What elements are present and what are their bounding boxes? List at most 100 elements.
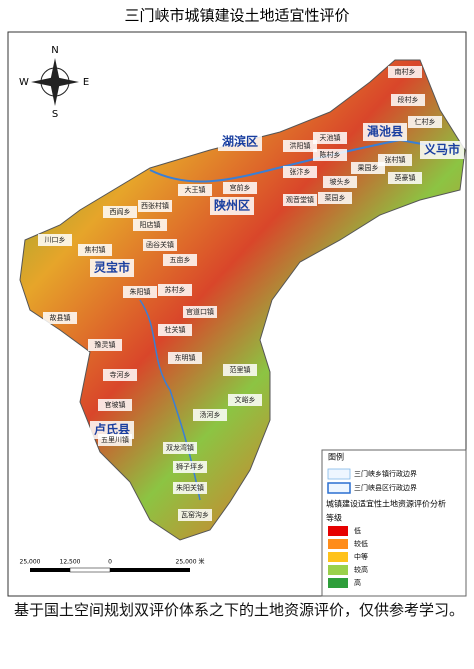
town-label: 张汴乡	[290, 167, 311, 176]
town-label: 苏村乡	[165, 285, 186, 294]
legend-swatch	[328, 565, 348, 575]
town-label-bg	[38, 234, 72, 246]
district-label: 渑池县	[367, 124, 403, 139]
town-label-bg	[408, 116, 442, 128]
town-label: 瓦窑沟乡	[181, 510, 209, 519]
town-label-bg	[351, 162, 385, 174]
town-label-bg	[163, 442, 197, 454]
district-label: 义马市	[423, 142, 460, 157]
town-label: 狮子坪乡	[176, 463, 204, 471]
town-label: 仁村乡	[415, 117, 436, 126]
town-label-bg	[143, 239, 177, 251]
town-label: 五里川镇	[101, 435, 129, 444]
scale-label: 12,500	[60, 559, 81, 566]
scale-label: 25,000 米	[176, 558, 205, 566]
district-label-bg	[90, 259, 134, 277]
caption: 基于国土空间规划双评价体系之下的土地资源评价，仅供参考学习。	[14, 601, 465, 619]
town-label-bg	[323, 176, 357, 188]
legend-label: 三门峡乡镇行政边界	[354, 469, 417, 478]
town-label: 坡头乡	[330, 177, 351, 186]
town-label-bg	[313, 149, 347, 161]
district-label-bg	[218, 133, 262, 151]
scale-label: 0	[108, 559, 112, 566]
town-label-bg	[98, 399, 132, 411]
legend-swatch	[328, 552, 348, 562]
title: 三门峡市城镇建设土地适宜性评价	[124, 7, 349, 25]
map: 三门峡市城镇建设土地适宜性评价 N S E W 图例 三门峡乡镇行政边界三门峡县…	[7, 7, 467, 597]
town-label: 西阎乡	[110, 207, 131, 216]
district-label-bg	[363, 123, 407, 141]
legend-grade-title: 等级	[326, 513, 342, 523]
district-label: 陕州区	[214, 198, 250, 213]
town-label-bg	[388, 66, 422, 78]
town-label: 英豪镇	[395, 173, 416, 182]
town-label: 函谷关镇	[146, 240, 174, 249]
legend-label: 中等	[354, 552, 368, 561]
legend-label: 高	[354, 578, 361, 587]
town-label: 五亩乡	[170, 255, 191, 264]
town-label: 观音堂镇	[286, 195, 314, 204]
town-label-bg	[391, 94, 425, 106]
legend-swatch	[327, 468, 351, 480]
town-label-bg	[98, 434, 132, 446]
town-label-bg	[223, 182, 257, 194]
town-label-bg	[313, 132, 347, 144]
town-label: 汤河乡	[200, 410, 221, 419]
legend-label: 较高	[354, 565, 368, 574]
district-label: 卢氏县	[94, 422, 130, 437]
town-label: 西张村镇	[141, 201, 169, 210]
district-label: 灵宝市	[94, 260, 130, 275]
town-label: 范里镇	[230, 365, 251, 374]
town-label-bg	[78, 244, 112, 256]
town-label-bg	[193, 409, 227, 421]
town-label: 官道口镇	[186, 307, 214, 316]
town-label: 张村镇	[385, 155, 406, 164]
town-label: 故县镇	[50, 313, 71, 322]
town-label-bg	[158, 324, 192, 336]
town-label: 陈村乡	[320, 150, 341, 159]
town-label: 寺河乡	[110, 371, 131, 379]
town-label-bg	[123, 286, 157, 298]
compass-n: N	[51, 45, 58, 56]
town-label: 东明镇	[175, 353, 196, 362]
town-label: 南村乡	[395, 67, 416, 76]
town-label: 洪阳镇	[290, 141, 311, 150]
legend-label: 三门峡县区行政边界	[354, 483, 417, 492]
town-label-bg	[388, 172, 422, 184]
town-label-bg	[43, 312, 77, 324]
compass	[31, 58, 79, 106]
town-label-bg	[158, 284, 192, 296]
town-label: 官坡镇	[105, 400, 126, 409]
river	[149, 138, 456, 183]
town-label: 川口乡	[45, 236, 66, 244]
town-label: 朱阳镇	[130, 287, 151, 296]
town-label-bg	[283, 194, 317, 206]
town-label: 大王镇	[185, 185, 206, 194]
legend-swatch	[328, 526, 348, 536]
legend-swatch	[328, 578, 348, 588]
town-label-bg	[378, 154, 412, 166]
town-label-bg	[138, 200, 172, 212]
town-label-bg	[103, 206, 137, 218]
town-label: 双龙湾镇	[166, 443, 194, 452]
district-label-bg	[420, 141, 464, 159]
town-label: 天池镇	[320, 133, 341, 142]
town-label: 杜关镇	[165, 325, 186, 334]
town-label-bg	[183, 306, 217, 318]
town-label: 焦村镇	[85, 245, 106, 254]
scale-label: 25,000	[20, 559, 41, 566]
town-label-bg	[168, 352, 202, 364]
town-label-bg	[178, 509, 212, 521]
legend-title: 图例	[328, 452, 344, 462]
compass-s: S	[52, 109, 58, 120]
legend-subtitle: 城镇建设适宜性土地资源评价分析	[326, 499, 446, 509]
town-label-bg	[103, 369, 137, 381]
town-label-bg	[173, 461, 207, 473]
compass-w: W	[19, 77, 29, 88]
town-label: 朱阳关镇	[176, 483, 204, 492]
town-label: 宫前乡	[230, 183, 251, 192]
legend-swatch	[327, 482, 351, 494]
town-label-bg	[133, 219, 167, 231]
town-label-bg	[283, 166, 317, 178]
